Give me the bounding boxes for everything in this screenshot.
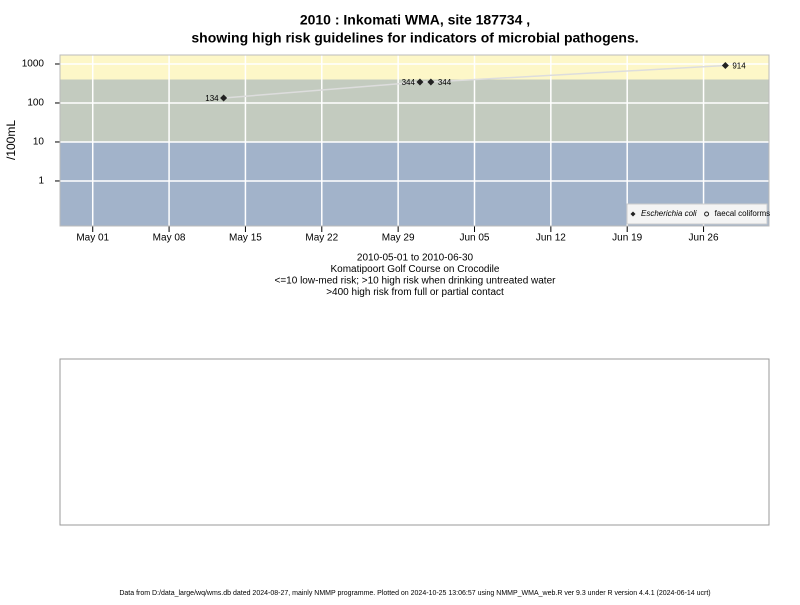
value-label: 134 (205, 94, 219, 103)
x-tick-label: Jun 19 (612, 233, 642, 244)
x-tick-label: May 08 (153, 233, 186, 244)
note: >400 high risk from full or partial cont… (326, 287, 504, 298)
legend-box (626, 203, 768, 225)
x-tick-label: May 15 (229, 233, 262, 244)
x-tick-label: Jun 26 (689, 233, 719, 244)
chart-title: 2010 : Inkomati WMA, site 187734 , (300, 12, 530, 28)
legend-label: Escherichia coli (641, 209, 697, 218)
risk-band (60, 79, 769, 142)
empty-panel (59, 358, 770, 526)
x-tick-label: May 22 (305, 233, 338, 244)
point (220, 94, 228, 102)
plot-frame (59, 54, 770, 227)
point (427, 78, 435, 86)
y-axis-label: /100mL (4, 120, 18, 160)
series-line (223, 64, 726, 99)
point (416, 78, 424, 86)
x-tick-label: May 01 (76, 233, 109, 244)
y-tick-label: 100 (27, 98, 44, 109)
y-tick-label: 10 (33, 137, 45, 148)
value-label: 344 (402, 78, 416, 87)
legend-label: faecal coliforms (715, 209, 771, 218)
risk-band (60, 55, 769, 80)
value-label: 344 (438, 78, 452, 87)
footer: Data from D:/data_large/wq/wms.db dated … (119, 590, 710, 597)
value-label: 914 (732, 62, 746, 71)
note: Komatipoort Golf Course on Crocodile (331, 264, 500, 275)
x-tick-label: Jun 05 (459, 233, 489, 244)
note: 2010-05-01 to 2010-06-30 (357, 253, 474, 264)
legend-marker (630, 211, 636, 217)
y-tick-label: 1000 (22, 59, 45, 70)
y-tick-label: 1 (38, 176, 44, 187)
x-tick-label: May 29 (382, 233, 415, 244)
chart-subtitle: showing high risk guidelines for indicat… (191, 30, 638, 46)
legend-marker (704, 211, 710, 217)
point (721, 62, 729, 70)
x-tick-label: Jun 12 (536, 233, 566, 244)
note: <=10 low-med risk; >10 high risk when dr… (275, 276, 557, 287)
